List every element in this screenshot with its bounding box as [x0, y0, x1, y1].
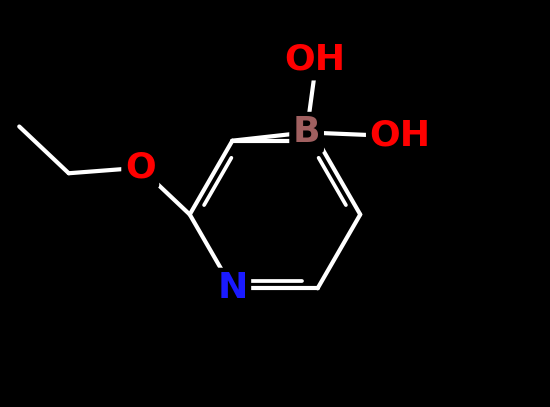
Text: OH: OH: [284, 43, 345, 77]
Text: B: B: [293, 116, 321, 149]
Text: OH: OH: [370, 118, 431, 152]
Text: N: N: [217, 271, 248, 305]
Text: O: O: [125, 151, 156, 185]
